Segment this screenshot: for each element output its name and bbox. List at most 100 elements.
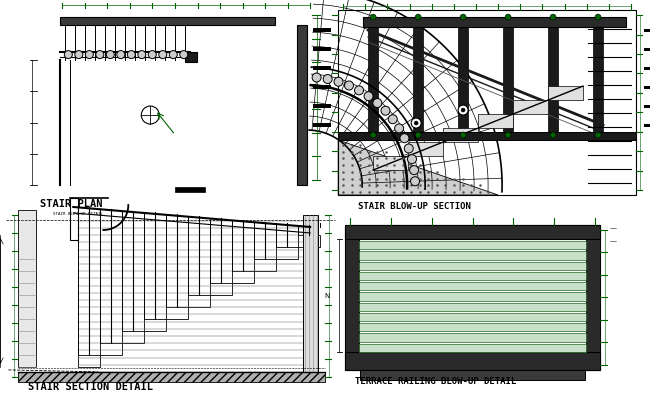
Bar [345, 225, 600, 370]
Circle shape [159, 50, 167, 58]
Text: —: — [610, 225, 617, 231]
Bar [313, 104, 332, 108]
Circle shape [411, 177, 419, 186]
Circle shape [404, 144, 413, 153]
Circle shape [354, 86, 363, 95]
Bar [359, 292, 586, 300]
Bar [360, 370, 585, 380]
Bar [586, 239, 600, 352]
Bar [144, 319, 166, 331]
Circle shape [595, 14, 601, 20]
Bar [100, 343, 122, 355]
Bar [313, 47, 332, 51]
Circle shape [415, 132, 421, 138]
Circle shape [138, 50, 146, 58]
Circle shape [107, 50, 114, 58]
Text: N: N [324, 293, 330, 299]
Bar [345, 225, 600, 239]
Circle shape [381, 106, 390, 115]
Bar [359, 313, 586, 321]
Bar [313, 66, 332, 70]
Bar [359, 251, 586, 260]
Bar [359, 241, 586, 249]
Bar [60, 17, 275, 25]
Bar [185, 52, 197, 62]
Bar [313, 123, 332, 127]
Bar [276, 247, 298, 259]
Circle shape [312, 73, 321, 82]
Bar [338, 10, 636, 195]
Circle shape [400, 134, 409, 143]
Text: TERRACE RAILING BLOW-UP DETAIL: TERRACE RAILING BLOW-UP DETAIL [355, 377, 516, 386]
Circle shape [414, 121, 418, 125]
Circle shape [323, 74, 332, 84]
Text: STAIR BLOW-UP DETAIL: STAIR BLOW-UP DETAIL [53, 212, 103, 216]
Bar [303, 215, 318, 372]
Bar [254, 259, 276, 271]
Bar [368, 20, 378, 135]
Text: STAIR PLAN: STAIR PLAN [40, 199, 103, 209]
Circle shape [395, 124, 404, 133]
Bar [359, 323, 586, 331]
Bar [363, 17, 626, 27]
Circle shape [64, 50, 72, 58]
Bar [297, 25, 307, 185]
Circle shape [180, 50, 188, 58]
Circle shape [148, 50, 156, 58]
Circle shape [169, 50, 177, 58]
Circle shape [550, 132, 556, 138]
Bar [338, 132, 636, 140]
Bar [443, 128, 478, 142]
Bar [644, 48, 650, 50]
Circle shape [505, 132, 511, 138]
Bar [313, 85, 332, 89]
Polygon shape [18, 372, 325, 382]
Bar [176, 187, 205, 192]
Bar [478, 114, 513, 128]
Bar [644, 104, 650, 108]
Circle shape [460, 14, 466, 20]
Circle shape [364, 92, 373, 101]
Bar [644, 86, 650, 88]
Bar [232, 271, 254, 283]
Bar [359, 333, 586, 342]
Bar [513, 100, 548, 114]
Bar [413, 20, 423, 135]
Circle shape [458, 105, 468, 115]
Circle shape [550, 14, 556, 20]
Bar [408, 142, 443, 156]
Circle shape [96, 50, 104, 58]
Bar [503, 20, 513, 135]
Bar [79, 355, 100, 367]
Circle shape [460, 132, 466, 138]
Bar [345, 239, 359, 352]
Text: STAIR BLOW-UP SECTION: STAIR BLOW-UP SECTION [358, 202, 471, 211]
Circle shape [461, 108, 465, 112]
Circle shape [334, 77, 343, 86]
Bar [548, 20, 558, 135]
Bar [548, 86, 583, 100]
Circle shape [344, 81, 354, 90]
Circle shape [411, 118, 421, 128]
Bar [644, 66, 650, 70]
Circle shape [370, 132, 376, 138]
Bar [644, 28, 650, 32]
Bar [298, 235, 320, 247]
Bar [458, 20, 468, 135]
Bar [313, 28, 332, 32]
Bar [210, 283, 232, 295]
Circle shape [117, 50, 125, 58]
Bar [166, 307, 188, 319]
Bar [18, 210, 36, 367]
Bar [359, 302, 586, 311]
Bar [359, 282, 586, 290]
Bar [122, 331, 144, 343]
Bar [359, 262, 586, 270]
Bar [70, 198, 79, 240]
Circle shape [505, 14, 511, 20]
Bar [188, 295, 210, 307]
Circle shape [127, 50, 135, 58]
Text: —: — [610, 238, 617, 244]
Circle shape [75, 50, 83, 58]
Bar [644, 124, 650, 126]
